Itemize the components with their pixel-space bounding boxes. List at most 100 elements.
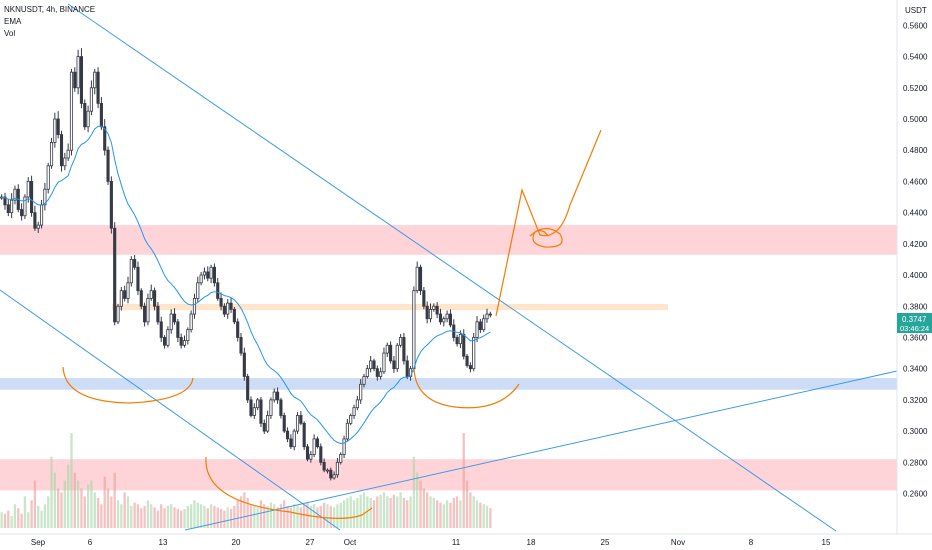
volume-bar bbox=[17, 508, 20, 528]
volume-bar bbox=[435, 500, 439, 528]
volume-bar bbox=[196, 502, 199, 528]
candle-body bbox=[229, 302, 233, 310]
candle-body bbox=[359, 383, 363, 401]
volume-bar bbox=[163, 508, 166, 528]
candle-body bbox=[448, 313, 453, 326]
volume-bar bbox=[70, 433, 73, 528]
volume-bar bbox=[239, 496, 243, 528]
volume-bar bbox=[180, 510, 183, 528]
volume-bar bbox=[253, 505, 256, 528]
candle-body bbox=[133, 259, 137, 268]
volume-bar bbox=[219, 509, 223, 528]
candle-body bbox=[246, 376, 250, 401]
volume-bar bbox=[289, 507, 293, 528]
volume-bar bbox=[113, 472, 116, 528]
candle-body bbox=[305, 446, 310, 460]
candle-body bbox=[236, 321, 240, 338]
volume-bar bbox=[293, 504, 296, 528]
volume-bar bbox=[399, 492, 402, 528]
candle-body bbox=[445, 313, 449, 320]
projection-path[interactable] bbox=[495, 129, 602, 317]
candle-body bbox=[322, 461, 326, 471]
volume-bar bbox=[386, 496, 389, 528]
volume-bar bbox=[452, 497, 455, 528]
time-axis[interactable]: Sep 6 13 20 27 Oct 11 18 25 Nov 8 15 bbox=[31, 538, 831, 547]
candle-body bbox=[315, 438, 320, 448]
candle-body bbox=[478, 321, 482, 331]
volume-bar bbox=[369, 497, 372, 528]
volume-bar bbox=[299, 507, 303, 528]
candle-body bbox=[468, 365, 472, 370]
current-price-value: 0.3747 bbox=[902, 315, 927, 324]
candle-body bbox=[166, 329, 170, 346]
candle-body bbox=[53, 118, 57, 143]
base-arc-bottom[interactable] bbox=[205, 456, 373, 519]
candle-body bbox=[458, 333, 462, 345]
volume-bar bbox=[150, 504, 153, 528]
volume-bar bbox=[223, 510, 226, 528]
volume-bar bbox=[376, 496, 379, 528]
volume-bar bbox=[133, 502, 136, 528]
candle-body bbox=[379, 371, 383, 377]
candle-body bbox=[332, 474, 336, 479]
ascending-trendline[interactable] bbox=[184, 370, 898, 531]
base-arc-left[interactable] bbox=[62, 366, 194, 404]
candle-body bbox=[345, 422, 349, 440]
price-tick-label: 0.3200 bbox=[903, 396, 928, 405]
candle-body bbox=[425, 305, 429, 320]
candle-body bbox=[276, 391, 280, 401]
volume-bar bbox=[226, 507, 229, 528]
base-arc-right[interactable] bbox=[413, 368, 520, 409]
candle-body bbox=[256, 399, 260, 409]
volume-bar bbox=[326, 504, 329, 528]
volume-bar bbox=[83, 496, 86, 528]
candle-body bbox=[389, 344, 393, 362]
candle-body bbox=[63, 157, 67, 167]
time-tick-label: 8 bbox=[749, 538, 754, 547]
volume-bar bbox=[426, 492, 429, 528]
current-price-tag: 0.3747 03:46:24 bbox=[897, 313, 932, 333]
volume-bar bbox=[183, 509, 186, 528]
volume-bar bbox=[57, 488, 60, 528]
candle-body bbox=[342, 438, 346, 455]
volume-bar bbox=[160, 504, 163, 528]
volume-bar bbox=[469, 492, 472, 528]
lower-channel-line[interactable] bbox=[0, 289, 341, 531]
volume-bar bbox=[409, 496, 412, 528]
candle-body bbox=[59, 134, 64, 167]
candle-body bbox=[123, 290, 127, 299]
price-axis[interactable]: 0.5600 0.5400 0.5200 0.5000 0.4800 0.4600 0.44… bbox=[903, 21, 928, 498]
candle-body bbox=[192, 298, 197, 315]
drawings-layer bbox=[0, 3, 898, 532]
volume-bar bbox=[485, 505, 489, 528]
price-tick-label: 0.3000 bbox=[903, 427, 928, 436]
candle-body bbox=[86, 110, 90, 128]
candle-body bbox=[475, 321, 479, 338]
volume-bar bbox=[246, 497, 249, 528]
candle-body bbox=[219, 298, 223, 307]
candle-body bbox=[212, 266, 216, 284]
descending-trendline[interactable] bbox=[67, 3, 837, 532]
volume-bar bbox=[93, 492, 96, 528]
candle-body bbox=[442, 318, 446, 323]
price-tick-label: 0.4000 bbox=[903, 271, 928, 280]
candle-body bbox=[136, 266, 140, 292]
ema-legend: EMA bbox=[4, 17, 22, 26]
price-tick-label: 0.3400 bbox=[903, 365, 928, 374]
volume-bar bbox=[143, 505, 146, 528]
time-tick-label: 25 bbox=[601, 538, 610, 547]
volume-bar bbox=[136, 504, 140, 528]
volume-bar bbox=[462, 433, 465, 528]
volume-bar bbox=[60, 492, 63, 528]
volume-bar bbox=[406, 500, 409, 528]
candle-body bbox=[159, 321, 163, 338]
volume-bar bbox=[116, 500, 120, 528]
volume-bar bbox=[53, 472, 57, 528]
volume-bar bbox=[372, 500, 376, 528]
target-circle[interactable] bbox=[529, 227, 563, 248]
volume-bar bbox=[263, 504, 266, 528]
volume-bar bbox=[465, 480, 469, 528]
candle-body bbox=[272, 391, 276, 401]
volume-bar bbox=[489, 508, 492, 528]
